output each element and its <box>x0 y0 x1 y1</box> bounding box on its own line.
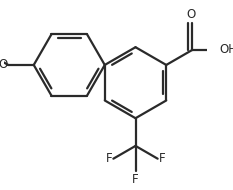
Text: F: F <box>106 152 112 165</box>
Text: O: O <box>0 59 7 71</box>
Text: OH: OH <box>219 43 233 56</box>
Text: O: O <box>186 8 196 21</box>
Text: F: F <box>132 173 139 186</box>
Text: F: F <box>159 152 165 165</box>
